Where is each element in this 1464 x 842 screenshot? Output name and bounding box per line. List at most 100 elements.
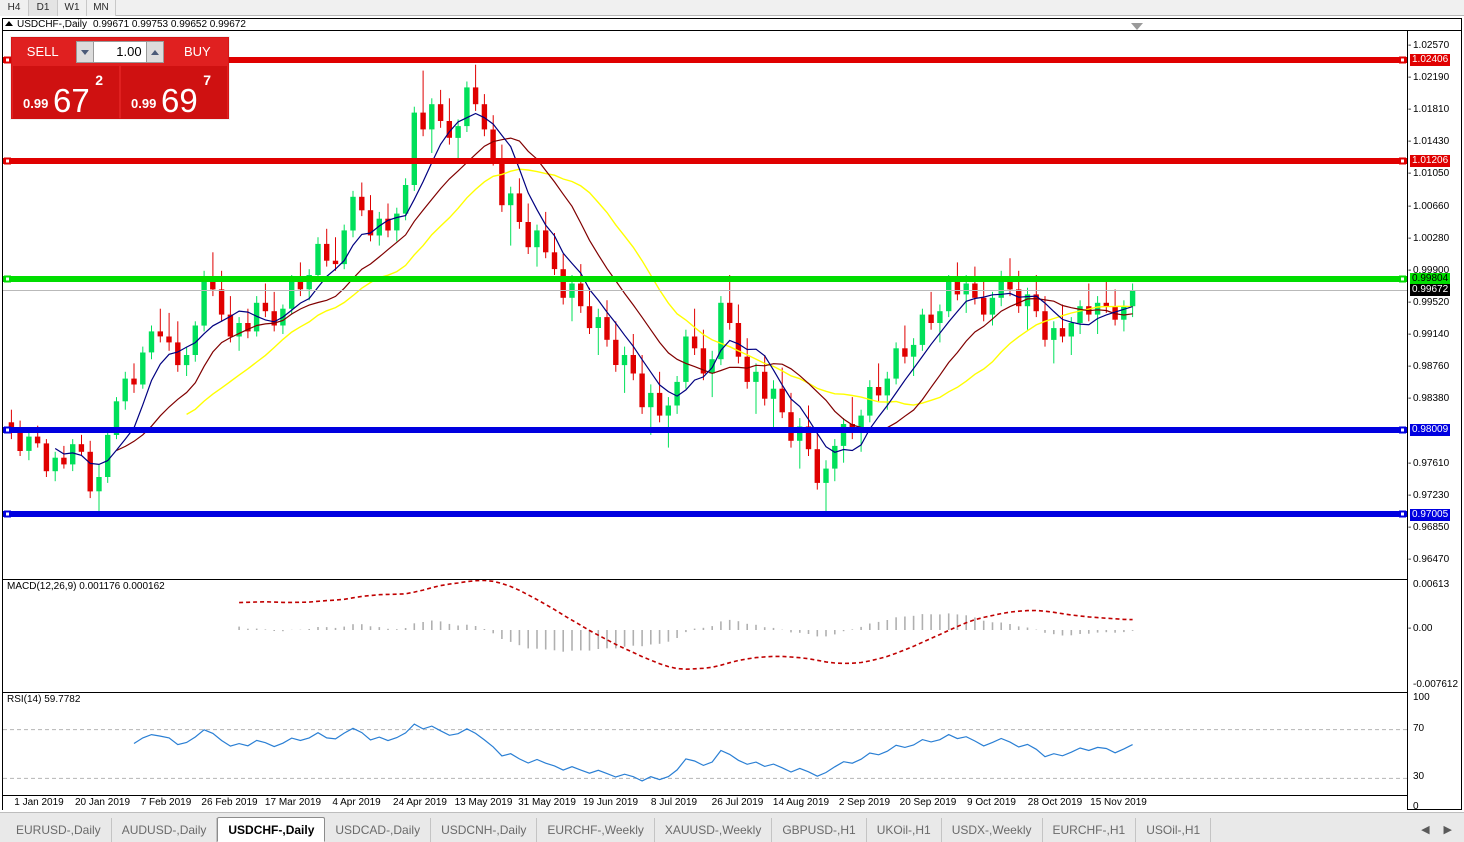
rsi-tick: 100 xyxy=(1413,692,1430,703)
price-tick: -0.98760 xyxy=(1408,360,1450,372)
timeframe-tab-h4[interactable]: H4 xyxy=(0,0,29,16)
date-tick: 1 Jan 2019 xyxy=(14,797,64,808)
price-tick: -0.99520 xyxy=(1408,296,1450,308)
level-line-support[interactable] xyxy=(3,510,1407,518)
date-tick: 20 Sep 2019 xyxy=(899,797,957,808)
date-tick: 2 Sep 2019 xyxy=(838,797,891,808)
macd-pane[interactable]: MACD(12,26,9) 0.001176 0.000162 xyxy=(3,579,1407,691)
timeframe-bar-spacer xyxy=(116,0,1464,15)
symbol-tab-gbpusd-h1[interactable]: GBPUSD-,H1 xyxy=(772,818,867,842)
date-tick: 17 Mar 2019 xyxy=(264,797,322,808)
symbol-tab-usdcnh-daily[interactable]: USDCNH-,Daily xyxy=(431,818,538,842)
level-line-support[interactable] xyxy=(3,426,1407,434)
rsi-pane[interactable]: RSI(14) 59.7782 xyxy=(3,692,1407,814)
symbol-tab-xauusd-weekly[interactable]: XAUUSD-,Weekly xyxy=(655,818,773,842)
price-tag-resistance[interactable]: 1.02406 xyxy=(1410,53,1451,66)
symbol-tab-eurchf-h1[interactable]: EURCHF-,H1 xyxy=(1043,818,1137,842)
tab-scroll-left-icon[interactable]: ◀ xyxy=(1421,824,1430,836)
price-tick: -0.96470 xyxy=(1408,553,1450,565)
price-tag-pivot[interactable]: 0.99804 xyxy=(1410,272,1451,285)
price-tick: -0.97610 xyxy=(1408,457,1450,469)
volume-stepper[interactable]: 1.00 xyxy=(76,41,164,63)
symbol-tab-usdcad-daily[interactable]: USDCAD-,Daily xyxy=(325,818,432,842)
one-click-trading-panel[interactable]: SELL 1.00 BUY 0.99 67 2 xyxy=(11,37,229,119)
chart-ohlc-label: 0.99671 0.99753 0.99652 0.99672 xyxy=(93,19,246,30)
date-tick: 9 Oct 2019 xyxy=(967,797,1016,808)
level-line-resistance[interactable] xyxy=(3,56,1407,64)
date-tick: 13 May 2019 xyxy=(454,797,513,808)
date-axis[interactable]: 1 Jan 2019 20 Jan 2019 7 Feb 2019 26 Feb 20… xyxy=(3,795,1407,809)
date-tick: 4 Apr 2019 xyxy=(332,797,381,808)
price-tick: -1.02190 xyxy=(1408,72,1450,84)
symbol-tab-audusd-daily[interactable]: AUDUSD-,Daily xyxy=(112,818,218,842)
date-tick: 8 Jul 2019 xyxy=(650,797,698,808)
tab-scroll-right-icon[interactable]: ▶ xyxy=(1443,824,1452,836)
timeframe-tab-w1[interactable]: W1 xyxy=(58,0,87,16)
rsi-tick: 30 xyxy=(1413,771,1425,783)
trade-panel-price-row: 0.99 67 2 0.99 69 7 xyxy=(12,66,228,120)
buy-price-tile[interactable]: 0.99 69 7 xyxy=(121,66,227,119)
rsi-tick: 0 xyxy=(1413,801,1419,812)
symbol-tab-bar: EURUSD-,Daily AUDUSD-,Daily USDCHF-,Daily U… xyxy=(0,812,1464,842)
rsi-plot xyxy=(3,723,1407,782)
date-tick: 7 Feb 2019 xyxy=(140,797,192,808)
macd-label: MACD(12,26,9) 0.001176 0.000162 xyxy=(6,581,166,592)
macd-plot xyxy=(238,580,1134,671)
volume-decrement-button[interactable] xyxy=(76,41,95,63)
price-tick: -0.97230 xyxy=(1408,489,1450,501)
chart-frame: USDCHF-,Daily 0.99671 0.99753 0.99652 0.9… xyxy=(2,18,1462,814)
price-tag-support[interactable]: 0.98009 xyxy=(1410,424,1451,436)
buy-price-big: 69 xyxy=(161,82,198,119)
volume-input[interactable]: 1.00 xyxy=(94,41,146,63)
price-pane[interactable] xyxy=(3,31,1407,578)
date-tick: 26 Jul 2019 xyxy=(711,797,764,808)
timeframe-tab-mn[interactable]: MN xyxy=(87,0,116,16)
sell-price-big: 67 xyxy=(53,82,90,119)
timeframe-tab-d1[interactable]: D1 xyxy=(29,0,58,16)
symbol-tab-ukoil-h1[interactable]: UKOil-,H1 xyxy=(867,818,942,842)
volume-increment-button[interactable] xyxy=(145,41,164,63)
date-tick: 28 Oct 2019 xyxy=(1027,797,1083,808)
price-tick: -1.00660 xyxy=(1408,200,1450,212)
tab-scroll-controls: ◀ ▶ xyxy=(1421,823,1464,842)
chevron-up-icon xyxy=(150,49,159,55)
sell-price-prefix: 0.99 xyxy=(23,96,49,111)
price-tick: -1.01810 xyxy=(1408,104,1450,116)
price-tick: -0.98380 xyxy=(1408,392,1450,404)
macd-tick: -0.007612 xyxy=(1413,679,1459,690)
chart-title-row: USDCHF-,Daily 0.99671 0.99753 0.99652 0.9… xyxy=(3,19,1461,31)
symbol-tab-usoil-h1[interactable]: USOil-,H1 xyxy=(1136,818,1212,842)
price-tick: -1.02570 xyxy=(1408,40,1450,52)
buy-price-prefix: 0.99 xyxy=(131,96,157,111)
date-tick: 19 Jun 2019 xyxy=(582,797,639,808)
date-tick: 24 Apr 2019 xyxy=(393,797,447,808)
price-tick: -0.96850 xyxy=(1408,521,1450,533)
rsi-label: RSI(14) 59.7782 xyxy=(6,694,82,705)
symbol-tab-eurchf-weekly[interactable]: EURCHF-,Weekly xyxy=(537,818,655,842)
sell-price-tile[interactable]: 0.99 67 2 xyxy=(13,66,119,119)
chart-shift-marker-icon[interactable] xyxy=(1131,23,1143,30)
price-candles xyxy=(8,64,1136,515)
macd-tick: -0.00 xyxy=(1408,622,1433,634)
level-line-resistance[interactable] xyxy=(3,157,1407,165)
date-tick: 31 May 2019 xyxy=(518,797,576,808)
date-tick: 26 Feb 2019 xyxy=(201,797,258,808)
price-tag-support[interactable]: 0.97005 xyxy=(1410,508,1451,521)
macd-tick: 0.00613 xyxy=(1413,579,1450,590)
buy-button[interactable]: BUY xyxy=(166,39,229,65)
price-tick: -0.99900 xyxy=(1408,264,1450,276)
price-axis[interactable]: -1.02570 -1.02190 -1.01810 -1.01430 -1.01050… xyxy=(1407,31,1461,812)
symbol-tab-eurusd-daily[interactable]: EURUSD-,Daily xyxy=(6,818,112,842)
price-tag-resistance[interactable]: 1.01206 xyxy=(1410,154,1451,167)
price-tag-last-price[interactable]: 0.99672 xyxy=(1410,284,1451,296)
date-tick: 14 Aug 2019 xyxy=(772,797,830,808)
sell-button[interactable]: SELL xyxy=(12,39,74,65)
sell-price-fraction: 2 xyxy=(95,72,103,88)
chart-symbol-label: USDCHF-,Daily xyxy=(17,19,87,30)
symbol-tab-usdx-weekly[interactable]: USDX-,Weekly xyxy=(942,818,1043,842)
chevron-down-icon xyxy=(81,49,90,55)
level-line-pivot[interactable] xyxy=(3,275,1407,283)
symbol-tab-usdchf-daily[interactable]: USDCHF-,Daily xyxy=(217,817,326,842)
collapse-arrow-icon[interactable] xyxy=(5,21,13,27)
